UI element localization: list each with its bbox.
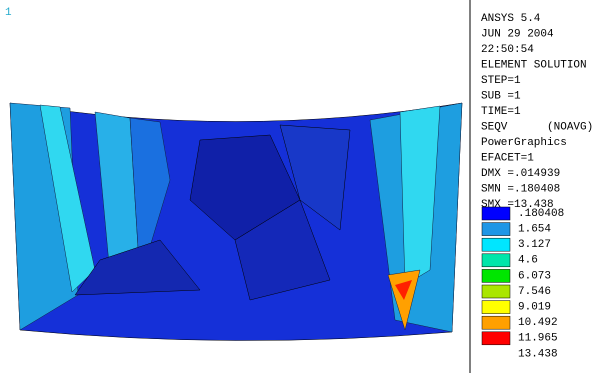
header-line: EFACET=1	[481, 152, 534, 164]
model-plot	[10, 103, 462, 341]
legend-swatch	[482, 316, 510, 329]
legend-label: 3.127	[518, 239, 551, 251]
header-line: SEQV (NOAVG)	[481, 121, 593, 133]
legend-swatch	[482, 332, 510, 345]
legend-swatch	[482, 223, 510, 236]
page: 1 ANSYS 5.4 JUN 29 2004 22:50:54 ELEMENT SO…	[0, 0, 601, 373]
legend-label: .180408	[518, 208, 564, 220]
legend-label: 4.6	[518, 255, 538, 267]
header-line: SMN =.180408	[481, 183, 560, 195]
header-line: JUN 29 2004	[481, 28, 554, 40]
legend-label: 9.019	[518, 302, 551, 314]
header-line: SUB =1	[481, 90, 521, 102]
legend-label: 7.546	[518, 286, 551, 298]
legend-swatch	[482, 269, 510, 282]
legend-swatch	[482, 238, 510, 251]
header-line: TIME=1	[481, 106, 521, 118]
header-line: ELEMENT SOLUTION	[481, 59, 587, 71]
legend-label: 13.438	[518, 348, 558, 360]
header-line: PowerGraphics	[481, 137, 567, 149]
header-line: STEP=1	[481, 75, 521, 87]
window-number: 1	[5, 7, 12, 19]
legend-swatch	[482, 285, 510, 298]
legend-swatch	[482, 301, 510, 314]
legend-label: 6.073	[518, 270, 551, 282]
header-line: DMX =.014939	[481, 168, 560, 180]
legend-label: 11.965	[518, 333, 558, 345]
legend-swatch	[482, 207, 510, 220]
header-line: 22:50:54	[481, 44, 534, 56]
ansys-window: 1 ANSYS 5.4 JUN 29 2004 22:50:54 ELEMENT SO…	[0, 0, 601, 373]
legend-label: 1.654	[518, 224, 551, 236]
header-line: ANSYS 5.4	[481, 13, 541, 25]
legend-label: 10.492	[518, 317, 558, 329]
legend-swatch	[482, 254, 510, 267]
